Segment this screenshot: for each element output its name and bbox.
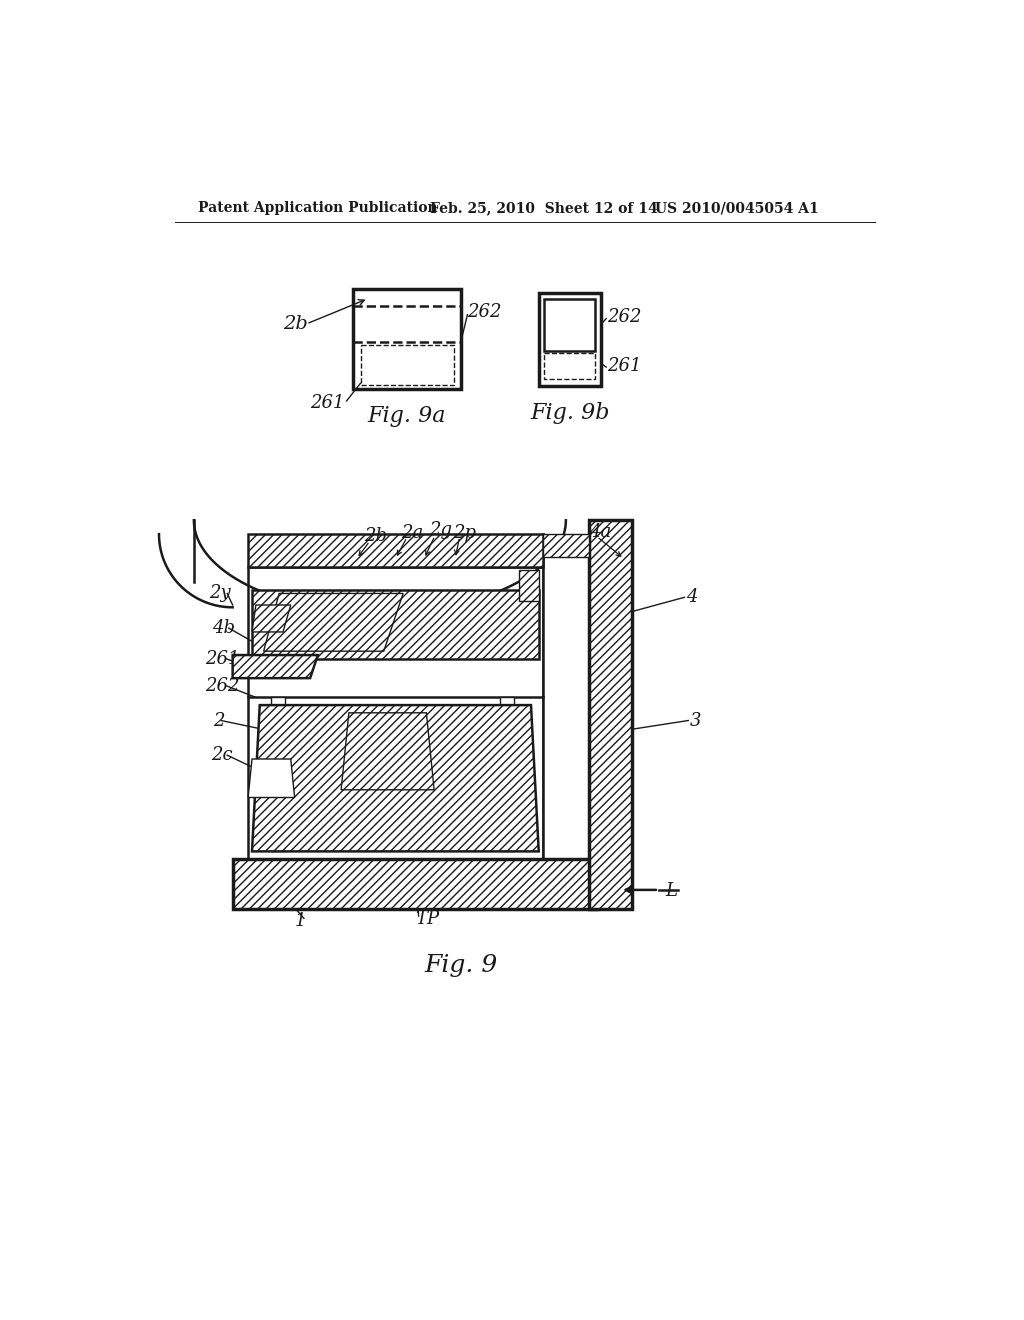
Text: 261: 261 xyxy=(206,649,240,668)
Text: 4b: 4b xyxy=(212,619,234,638)
Text: 2b: 2b xyxy=(365,527,387,545)
Polygon shape xyxy=(232,655,317,678)
Text: Feb. 25, 2010  Sheet 12 of 14: Feb. 25, 2010 Sheet 12 of 14 xyxy=(430,202,658,215)
Text: 3: 3 xyxy=(690,711,701,730)
Bar xyxy=(543,535,589,557)
Polygon shape xyxy=(252,705,539,851)
Text: 4a: 4a xyxy=(589,523,611,541)
Text: Fig. 9a: Fig. 9a xyxy=(368,405,446,428)
Text: 1: 1 xyxy=(295,912,306,929)
Bar xyxy=(232,859,597,909)
Bar xyxy=(543,535,589,859)
Text: Fig. 9: Fig. 9 xyxy=(425,954,498,977)
Polygon shape xyxy=(263,594,403,651)
Text: L: L xyxy=(665,883,677,900)
Bar xyxy=(539,293,601,385)
Bar xyxy=(500,697,514,851)
Bar xyxy=(271,697,286,851)
Text: 2a: 2a xyxy=(400,524,423,541)
Text: Patent Application Publication: Patent Application Publication xyxy=(198,202,437,215)
Text: 2c: 2c xyxy=(211,746,232,764)
Bar xyxy=(519,570,539,601)
Polygon shape xyxy=(252,590,539,659)
Text: 4: 4 xyxy=(686,589,697,606)
Bar xyxy=(248,566,543,859)
Text: 261: 261 xyxy=(607,356,641,375)
Bar xyxy=(589,520,632,909)
Text: TP: TP xyxy=(415,911,439,928)
Text: 262: 262 xyxy=(467,304,502,321)
Bar xyxy=(544,298,595,351)
Text: US 2010/0045054 A1: US 2010/0045054 A1 xyxy=(655,202,819,215)
Text: 262: 262 xyxy=(607,308,641,326)
Bar xyxy=(248,535,543,566)
Polygon shape xyxy=(248,759,295,797)
Text: 2b: 2b xyxy=(283,315,308,333)
Text: 2: 2 xyxy=(213,711,224,730)
Bar xyxy=(544,354,595,379)
Polygon shape xyxy=(252,605,291,632)
Text: 2y: 2y xyxy=(209,585,231,602)
Bar xyxy=(352,289,461,389)
Bar xyxy=(360,345,454,385)
Text: 2p: 2p xyxy=(454,524,476,541)
Text: 2g: 2g xyxy=(429,521,452,540)
Text: 262: 262 xyxy=(206,677,240,694)
Text: Fig. 9b: Fig. 9b xyxy=(530,401,609,424)
Polygon shape xyxy=(341,713,434,789)
Text: 261: 261 xyxy=(310,395,345,412)
